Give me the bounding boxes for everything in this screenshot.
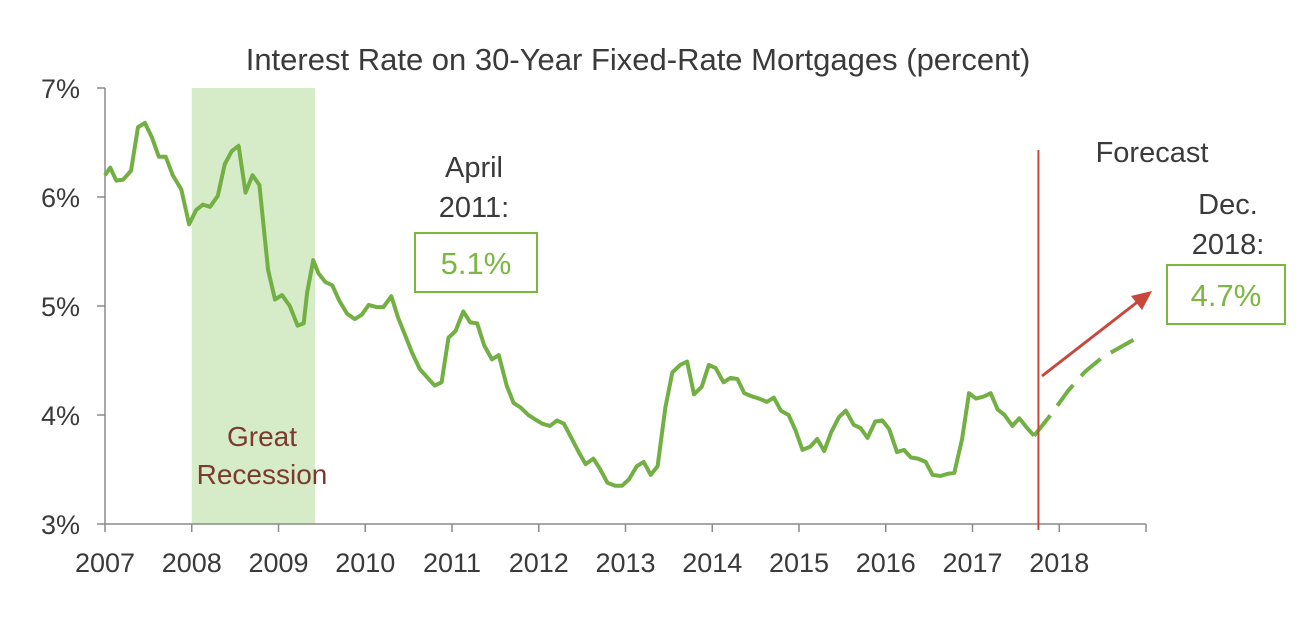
x-tick-label: 2016 xyxy=(856,548,916,578)
recession-label-line-1: Great xyxy=(227,421,297,452)
x-tick-label: 2007 xyxy=(75,548,135,578)
x-tick-label: 2015 xyxy=(769,548,829,578)
forecast-label: Forecast xyxy=(1096,137,1209,169)
annotation-april-2011-line-1: April xyxy=(445,152,503,184)
y-tick-label: 6% xyxy=(41,183,80,213)
x-tick-label: 2013 xyxy=(595,548,655,578)
x-tick-label: 2017 xyxy=(942,548,1002,578)
chart-title: Interest Rate on 30-Year Fixed-Rate Mort… xyxy=(246,42,1031,77)
annotation-dec-2018-value: 4.7% xyxy=(1191,278,1262,313)
annotation-dec-2018-line-1: Dec. xyxy=(1198,189,1258,221)
annotation-april-2011-box xyxy=(414,232,538,293)
forecast-arrowhead xyxy=(1131,291,1152,310)
annotation-april-2011: April 2011: 5.1% xyxy=(414,152,538,293)
y-tick-label: 5% xyxy=(41,292,80,322)
x-tick-label: 2018 xyxy=(1029,548,1089,578)
annotation-dec-2018-line-2: 2018: xyxy=(1192,229,1265,261)
annotation-dec-2018: Dec. 2018: 4.7% xyxy=(1166,189,1286,325)
y-axis: 3% 4% 5% 6% 7% xyxy=(41,74,106,540)
y-tick-label: 3% xyxy=(41,510,80,540)
x-tick-label: 2012 xyxy=(509,548,569,578)
x-tick-label: 2008 xyxy=(162,548,222,578)
annotation-april-2011-value: 5.1% xyxy=(441,246,512,281)
y-tick-label: 7% xyxy=(41,74,80,104)
x-tick-label: 2010 xyxy=(335,548,395,578)
forecast-rate-line xyxy=(1032,336,1137,437)
historical-rate-line xyxy=(103,120,1036,488)
x-tick-label: 2014 xyxy=(682,548,742,578)
x-tick-label: 2009 xyxy=(248,548,308,578)
forecast-arrow xyxy=(1041,291,1152,378)
recession-label-line-2: Recession xyxy=(197,459,328,490)
x-tick-label: 2011 xyxy=(423,548,481,578)
annotation-dec-2018-box xyxy=(1166,264,1286,325)
y-tick-label: 4% xyxy=(41,401,80,431)
x-axis: 2007 2008 2009 2010 2011 2012 2013 2014 2015 2016… xyxy=(75,523,1147,578)
annotation-april-2011-line-2: 2011: xyxy=(439,192,509,224)
recession-band xyxy=(191,88,315,524)
forecast-arrow-shaft xyxy=(1041,298,1141,378)
series-layer xyxy=(103,120,1137,488)
